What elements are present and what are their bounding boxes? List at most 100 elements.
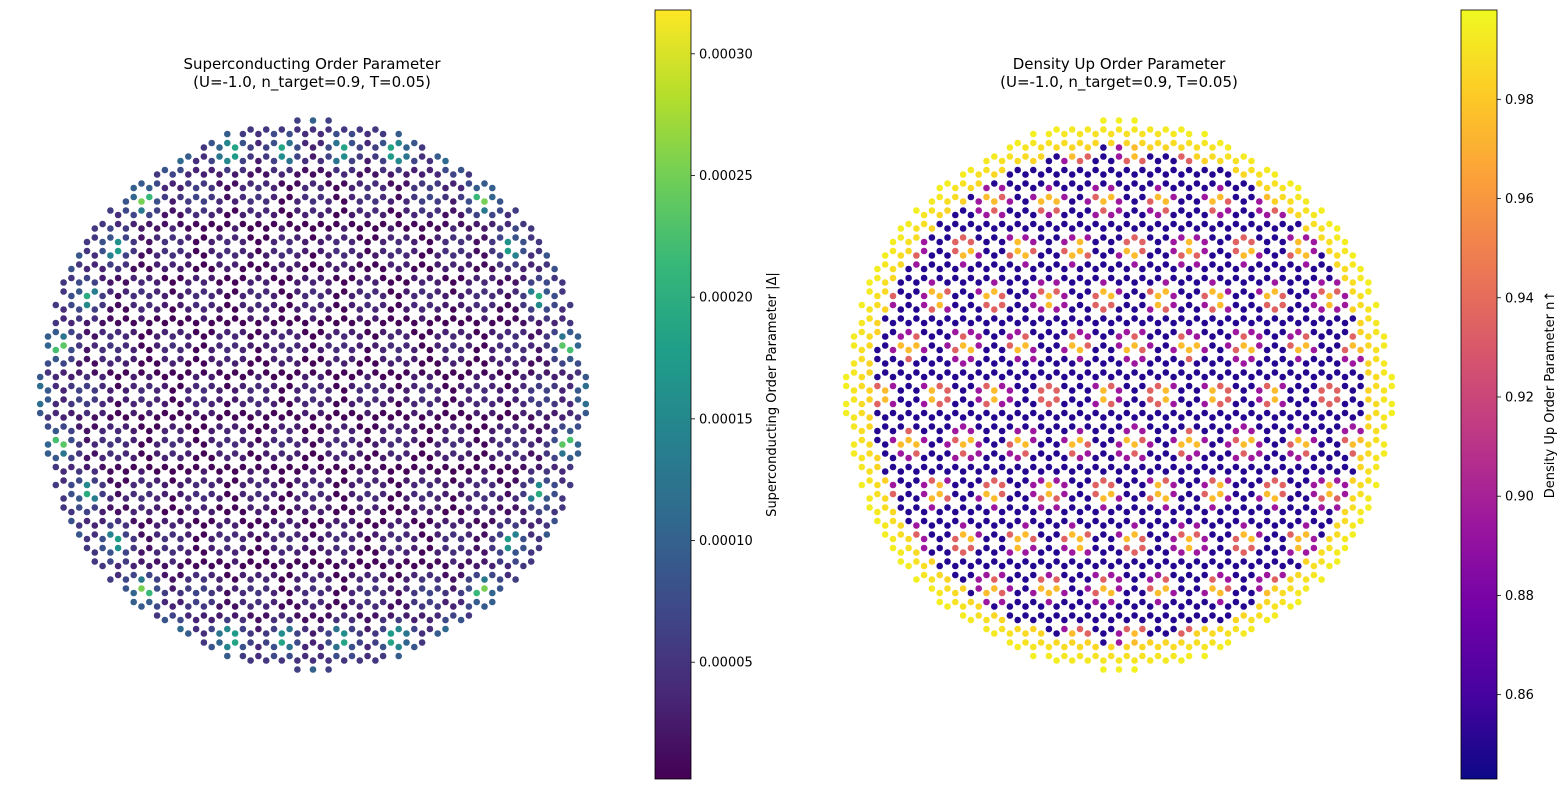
right-site-point: [1302, 369, 1310, 376]
right-site-point: [983, 589, 990, 597]
right-site-point: [1030, 400, 1037, 408]
left-site-point: [294, 468, 301, 475]
left-site-point: [208, 616, 215, 624]
right-site-point: [1263, 508, 1271, 516]
right-site-point: [959, 342, 967, 349]
left-site-point: [426, 616, 434, 624]
left-site-point: [543, 531, 551, 538]
right-site-point: [1333, 549, 1341, 556]
left-site-point: [138, 207, 145, 214]
right-site-point: [936, 184, 943, 192]
left-site-point: [247, 153, 254, 160]
right-site-point: [1115, 126, 1123, 133]
right-site-point: [1193, 333, 1201, 340]
right-site-point: [944, 504, 951, 511]
right-site-point: [1045, 319, 1053, 327]
left-site-point: [185, 252, 192, 259]
left-site-point: [161, 616, 169, 624]
right-site-point: [944, 288, 951, 295]
left-site-point: [387, 603, 395, 610]
left-site-point: [566, 319, 574, 327]
left-site-point: [309, 117, 317, 124]
left-site-point: [99, 562, 106, 570]
right-site-point: [1053, 261, 1060, 268]
left-site-point: [224, 436, 231, 444]
left-site-point: [309, 306, 317, 313]
left-site-point: [426, 517, 434, 525]
left-site-point: [372, 225, 379, 232]
right-site-point: [1045, 409, 1053, 417]
left-site-point: [239, 238, 247, 246]
right-site-point: [1333, 477, 1341, 484]
right-site-point: [1139, 508, 1146, 516]
right-site-point: [1232, 562, 1240, 570]
left-site-point: [527, 450, 535, 457]
left-site-point: [255, 643, 262, 651]
right-site-point: [1341, 490, 1349, 498]
right-site-point: [1240, 504, 1247, 511]
right-site-point: [858, 454, 866, 462]
right-site-point: [1256, 585, 1263, 592]
left-site-point: [130, 292, 137, 300]
right-site-point: [1115, 252, 1123, 259]
left-site-point: [107, 441, 114, 448]
right-site-point: [1037, 153, 1045, 160]
left-site-point: [364, 139, 371, 147]
right-site-point: [905, 319, 912, 327]
left-site-point: [216, 495, 223, 502]
left-site-point: [301, 166, 309, 174]
right-site-point: [1068, 387, 1076, 394]
right-site-point: [874, 319, 881, 327]
left-site-point: [434, 198, 442, 205]
right-site-point: [1107, 427, 1115, 435]
right-site-point: [1014, 454, 1021, 462]
right-site-point: [1022, 252, 1029, 259]
right-site-point: [1248, 247, 1255, 255]
left-site-point: [278, 423, 286, 430]
right-site-point: [1209, 576, 1216, 583]
right-site-point: [952, 544, 959, 552]
right-site-point: [959, 252, 967, 259]
right-site-point: [850, 387, 858, 394]
left-site-point: [262, 639, 270, 646]
right-site-point: [1310, 301, 1318, 309]
left-site-point: [231, 450, 239, 457]
right-site-point: [1107, 463, 1115, 471]
right-site-point: [1365, 315, 1372, 322]
right-site-point: [920, 265, 928, 273]
left-site-point: [395, 319, 403, 327]
right-site-point: [991, 360, 998, 367]
left-site-point: [185, 279, 192, 286]
right-site-point: [1333, 468, 1341, 475]
right-site-point: [991, 369, 998, 376]
right-site-point: [889, 301, 897, 309]
right-site-point: [983, 535, 990, 543]
right-site-point: [1287, 387, 1294, 394]
left-site-point: [512, 261, 519, 268]
right-site-point: [1287, 414, 1294, 421]
left-site-point: [153, 576, 161, 583]
right-site-point: [1295, 373, 1302, 381]
right-site-point: [1178, 279, 1185, 286]
right-site-point: [1248, 598, 1255, 606]
right-site-point: [1037, 396, 1045, 403]
right-site-point: [1115, 441, 1123, 448]
left-site-point: [434, 585, 442, 592]
left-site-point: [301, 544, 309, 552]
left-site-point: [481, 585, 488, 592]
left-site-point: [403, 180, 410, 187]
right-site-point: [1279, 301, 1286, 309]
right-site-point: [1146, 558, 1154, 565]
right-site-point: [959, 225, 967, 232]
right-site-point: [1178, 657, 1185, 664]
left-site-point: [192, 463, 200, 471]
right-site-point: [1256, 288, 1263, 295]
right-site-point: [944, 225, 951, 232]
right-site-point: [1263, 598, 1271, 606]
right-site-point: [920, 454, 928, 462]
left-site-point: [442, 373, 449, 381]
right-site-point: [967, 544, 975, 552]
right-site-point: [1154, 166, 1162, 174]
left-site-point: [216, 450, 223, 457]
right-site-point: [881, 396, 889, 403]
